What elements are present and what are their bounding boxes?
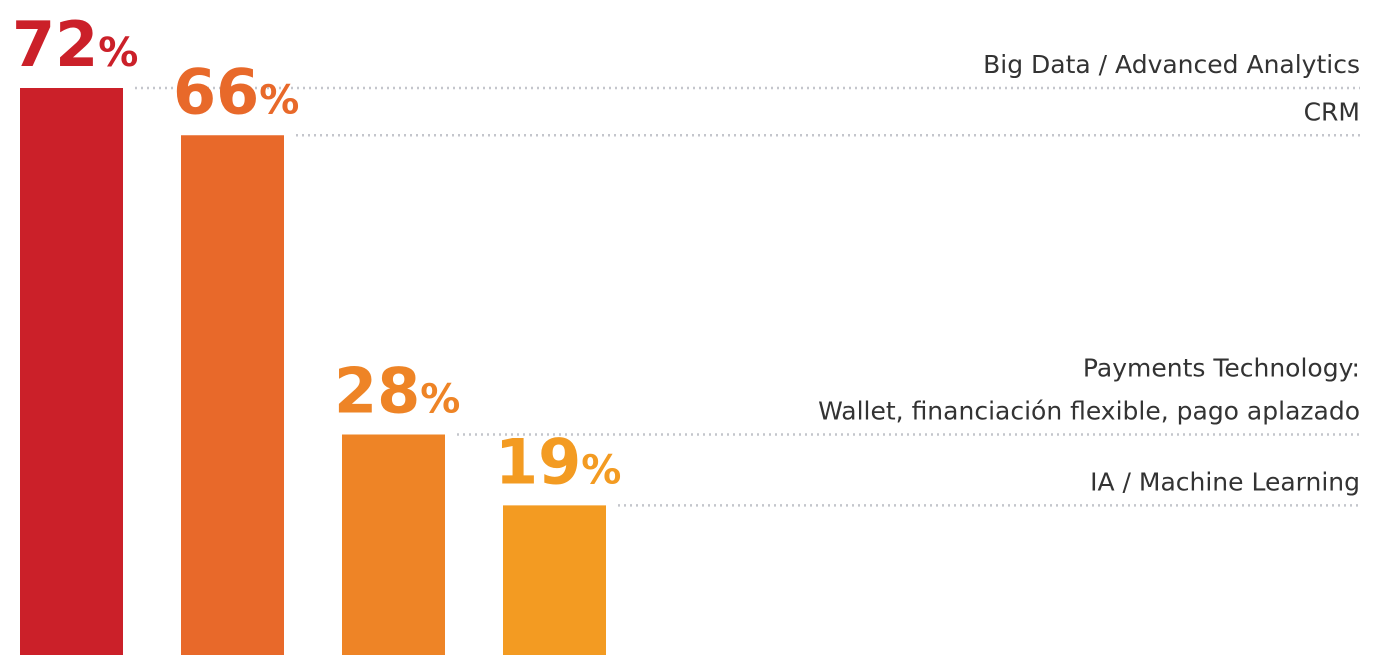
bar xyxy=(342,434,445,655)
value-label: 19% xyxy=(495,425,621,498)
category-label: Payments Technology: Wallet, financiación… xyxy=(818,354,1360,426)
value-number: 66 xyxy=(173,55,259,128)
category-line: Payments Technology: xyxy=(1083,354,1360,383)
category-label: IA / Machine Learning xyxy=(1090,467,1360,496)
category-line: Wallet, financiación flexible, pago apla… xyxy=(818,397,1360,426)
bar xyxy=(20,88,123,655)
value-label: 28% xyxy=(334,355,460,428)
value-label: 72% xyxy=(12,8,138,81)
bar xyxy=(503,505,606,655)
category-label: Big Data / Advanced Analytics xyxy=(983,50,1360,79)
value-number: 28 xyxy=(334,355,420,428)
value-unit: % xyxy=(420,377,460,423)
bar xyxy=(181,135,284,655)
category-line: IA / Machine Learning xyxy=(1090,467,1360,496)
value-unit: % xyxy=(98,30,138,76)
value-label: 66% xyxy=(173,55,299,128)
value-number: 19 xyxy=(495,425,581,498)
value-unit: % xyxy=(259,77,299,123)
value-unit: % xyxy=(581,447,621,493)
category-label: CRM xyxy=(1304,97,1360,126)
category-line: Big Data / Advanced Analytics xyxy=(983,50,1360,79)
category-line: CRM xyxy=(1304,97,1360,126)
value-number: 72 xyxy=(12,8,98,81)
